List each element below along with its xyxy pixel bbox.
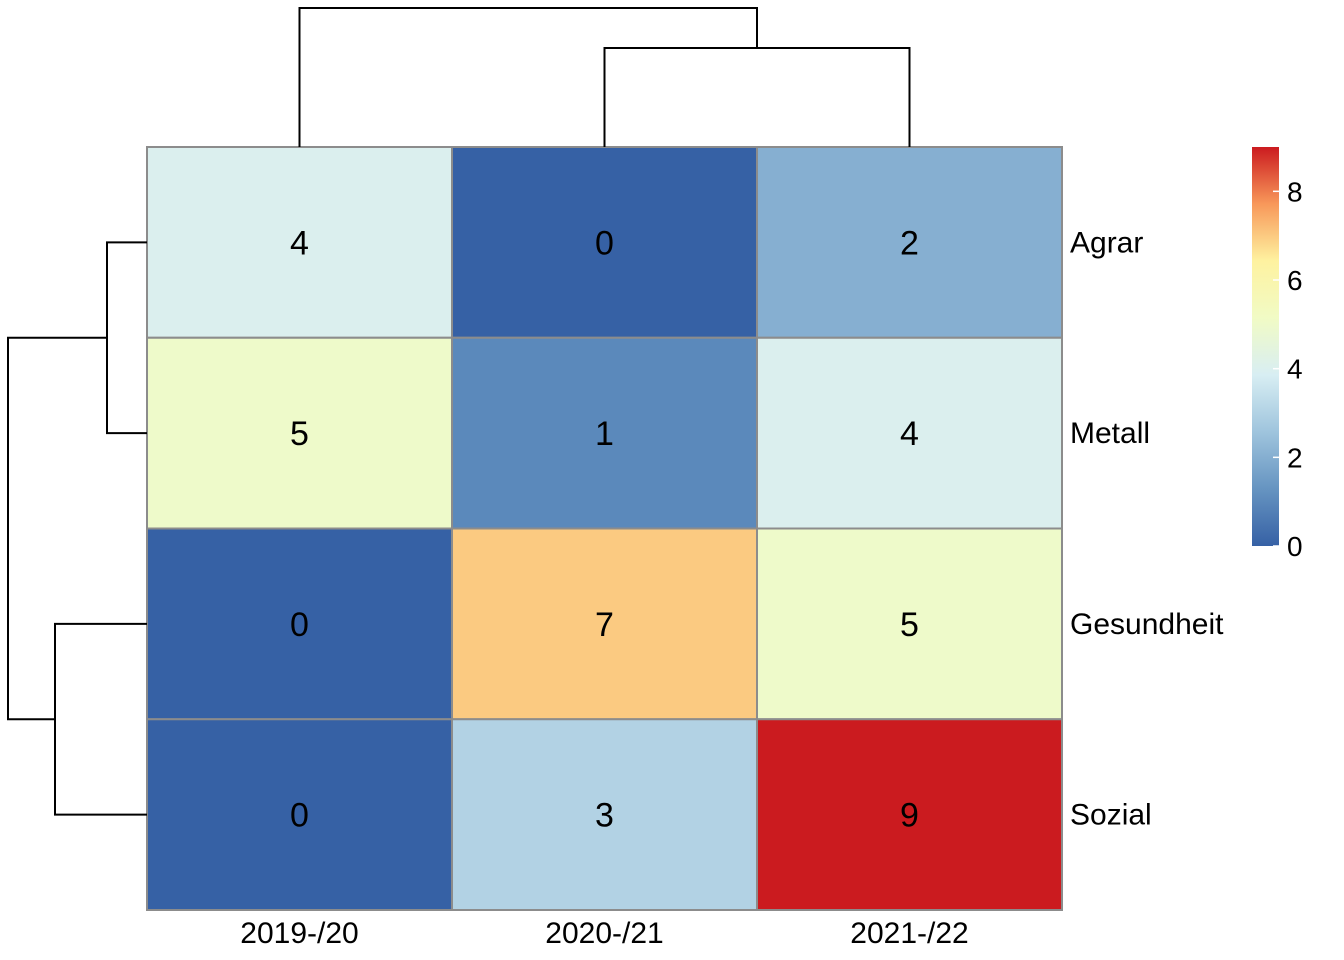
heatmap-cell <box>146 718 453 911</box>
color-legend: 0 2 4 6 8 <box>1252 147 1303 562</box>
color-legend-bar <box>1252 147 1279 546</box>
row-dendrogram <box>7 241 147 816</box>
cell-value-label: 3 <box>595 797 614 835</box>
cell-value-label: 0 <box>290 797 309 835</box>
cell-value-label: 7 <box>595 606 614 644</box>
heatmap-cell <box>146 146 453 339</box>
heatmap-cell <box>451 146 758 339</box>
cell-value-label: 1 <box>595 415 614 453</box>
legend-tick-label: 2 <box>1287 442 1303 473</box>
heatmap-cells <box>146 146 1063 911</box>
row-label: Gesundheit <box>1070 608 1224 641</box>
column-label: 2020-/21 <box>545 917 663 950</box>
heatmap-cell <box>451 527 758 721</box>
legend-tick-label: 4 <box>1287 354 1303 385</box>
row-label: Sozial <box>1070 799 1152 832</box>
column-labels: 2019-/20 2020-/21 2021-/22 <box>240 917 968 950</box>
cell-value-label: 0 <box>290 606 309 644</box>
cell-value-label: 0 <box>595 224 614 262</box>
column-dendrogram-branch <box>298 7 758 147</box>
cell-value-label: 4 <box>900 415 919 453</box>
row-dendrogram-branch <box>106 241 147 435</box>
cell-value-label: 2 <box>900 224 919 262</box>
row-dendrogram-branch <box>54 622 147 816</box>
row-label: Metall <box>1070 417 1150 450</box>
row-label: Agrar <box>1070 226 1143 259</box>
heatmap-cell <box>451 336 758 530</box>
cell-value-label: 5 <box>290 415 309 453</box>
heatmap-cell <box>756 718 1063 911</box>
heatmap-cell <box>146 336 453 530</box>
cell-value-label: 4 <box>290 224 309 262</box>
column-dendrogram-branch <box>603 47 911 147</box>
cell-value-label: 5 <box>900 606 919 644</box>
cell-value-labels: 4 0 2 5 1 4 0 7 5 0 3 9 <box>290 224 919 834</box>
column-label: 2019-/20 <box>240 917 358 950</box>
heatmap-cell <box>756 336 1063 530</box>
column-dendrogram <box>298 7 911 147</box>
column-label: 2021-/22 <box>850 917 968 950</box>
legend-tick-label: 0 <box>1287 531 1303 562</box>
cell-value-label: 9 <box>900 797 919 835</box>
color-legend-ticks: 0 2 4 6 8 <box>1273 176 1303 562</box>
legend-tick-label: 8 <box>1287 176 1303 207</box>
legend-tick-label: 6 <box>1287 265 1303 296</box>
row-labels: Agrar Metall Gesundheit Sozial <box>1070 226 1224 831</box>
row-dendrogram-branch <box>7 336 107 721</box>
